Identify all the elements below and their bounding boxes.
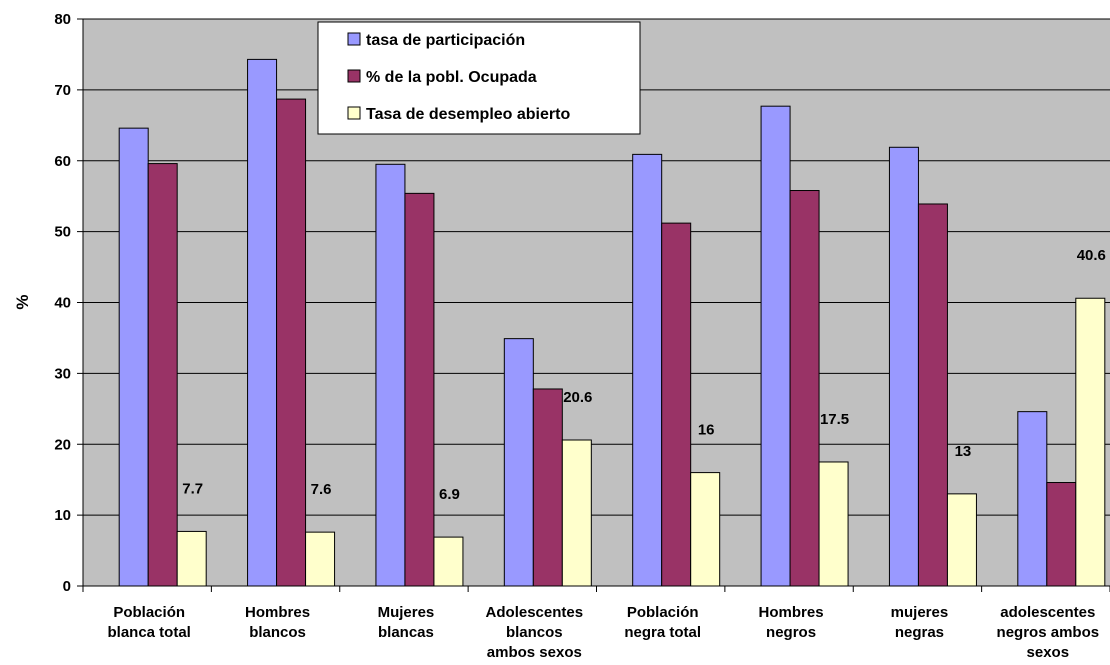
y-tick-label: 30 xyxy=(54,365,71,382)
bar-3-1 xyxy=(176,530,207,587)
x-tick-label: blancas xyxy=(378,624,434,641)
y-tick-label: 80 xyxy=(54,11,71,28)
bar-3-3 xyxy=(433,536,464,587)
y-tick-label: 10 xyxy=(54,507,71,524)
bar-2-4 xyxy=(532,388,563,587)
bar-3-4 xyxy=(561,439,592,587)
bar-2-3 xyxy=(404,192,435,587)
bar-1-7 xyxy=(888,146,919,587)
bar-3-2 xyxy=(305,531,336,587)
bar-3-5 xyxy=(690,472,721,587)
x-tick-label: negra total xyxy=(624,624,701,641)
bar-2-7 xyxy=(917,203,948,587)
x-tick-label: Hombres xyxy=(245,604,310,621)
legend-label: Tasa de desempleo abierto xyxy=(366,106,570,123)
bar-1-8 xyxy=(1017,411,1048,587)
x-tick-label: Hombres xyxy=(759,604,824,621)
data-labels: 7.7 7.6 6.9 20.6 16 17.5 13 40.6 xyxy=(182,247,1106,503)
x-tick-label: negros ambos xyxy=(997,624,1100,641)
x-tick-label: blanca total xyxy=(108,624,191,641)
bar-1-3 xyxy=(375,163,406,587)
legend-box xyxy=(317,21,641,135)
x-tick-label: negras xyxy=(895,624,944,641)
bar-1-2 xyxy=(247,58,278,587)
bar-1-4 xyxy=(503,338,534,587)
bar-2-6 xyxy=(789,190,820,587)
legend-swatch xyxy=(347,32,361,46)
y-axis-label: % xyxy=(13,294,32,309)
x-tick-label: Adolescentes xyxy=(486,604,584,621)
bar-3-8 xyxy=(1075,297,1106,587)
data-label: 17.5 xyxy=(820,411,849,428)
data-label: 20.6 xyxy=(563,389,592,406)
y-tick-label: 70 xyxy=(54,82,71,99)
y-tick-label: 50 xyxy=(54,224,71,241)
x-tick-label: adolescentes xyxy=(1000,604,1095,621)
bar-3-6 xyxy=(818,461,849,587)
data-label: 40.6 xyxy=(1077,247,1106,264)
x-tick-label: mujeres xyxy=(891,604,949,621)
bar-3-7 xyxy=(946,493,977,587)
data-label: 13 xyxy=(955,443,972,460)
bar-1-5 xyxy=(632,153,663,587)
bar-2-1 xyxy=(147,163,178,587)
x-tick-label: Población xyxy=(113,604,185,621)
bar-1-1 xyxy=(118,127,149,587)
legend: tasa de participación % de la pobl. Ocupa… xyxy=(317,21,641,135)
bar-1-6 xyxy=(760,105,791,587)
legend-swatch xyxy=(347,106,361,120)
bar-2-8 xyxy=(1046,482,1077,587)
data-label: 16 xyxy=(698,422,715,439)
x-tick-label: blancos xyxy=(249,624,306,641)
x-tick-label: Población xyxy=(627,604,699,621)
x-tick-label: blancos xyxy=(506,624,563,641)
axes: 0 10 20 30 40 50 60 70 80 Población blanca total Ho… xyxy=(54,11,1110,661)
x-tick-label: negros xyxy=(766,624,816,641)
y-tick-label: 0 xyxy=(63,578,71,595)
bar-2-5 xyxy=(661,222,692,587)
data-label: 6.9 xyxy=(439,486,460,503)
bars xyxy=(118,58,1106,587)
bar-2-2 xyxy=(276,98,307,587)
legend-swatch xyxy=(347,69,361,83)
x-tick-label: ambos sexos xyxy=(487,644,582,661)
y-tick-label: 20 xyxy=(54,436,71,453)
x-tick-label: sexos xyxy=(1027,644,1070,661)
data-label: 7.7 xyxy=(182,480,203,497)
x-tick-label: Mujeres xyxy=(378,604,435,621)
legend-label: tasa de participación xyxy=(366,32,525,49)
y-tick-label: 40 xyxy=(54,295,71,312)
data-label: 7.6 xyxy=(311,481,332,498)
y-tick-label: 60 xyxy=(54,153,71,170)
legend-label: % de la pobl. Ocupada xyxy=(366,69,537,86)
